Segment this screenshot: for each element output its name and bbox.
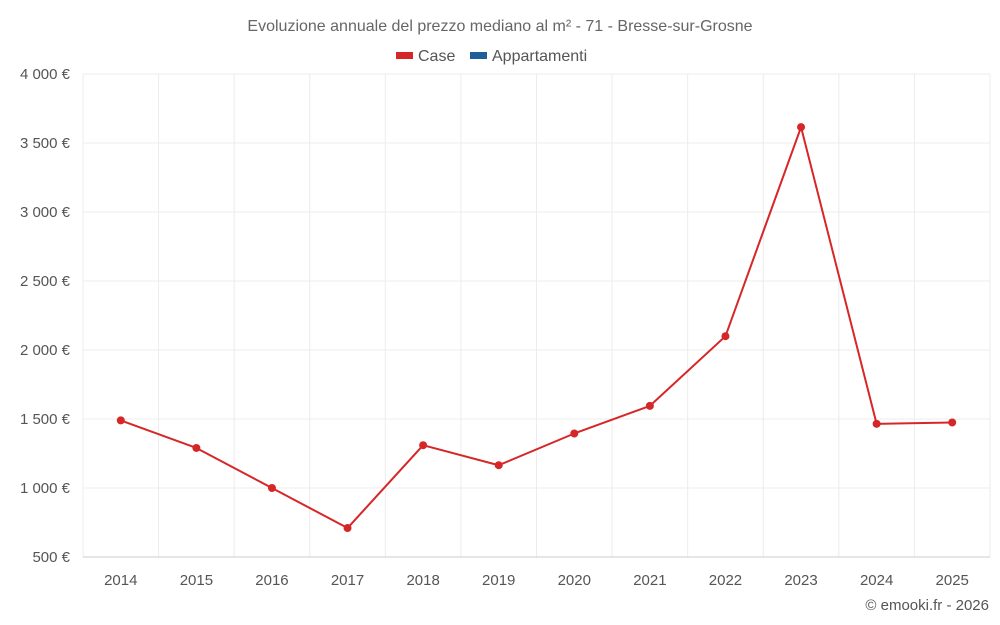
series (116, 123, 957, 533)
data-point-2022[interactable] (721, 332, 730, 341)
data-point-2016[interactable] (267, 484, 276, 492)
x-tick-label-2015: 2015 (180, 572, 213, 589)
y-tick-label: 2 000 € (20, 342, 71, 359)
credit-text: © emooki.fr - 2026 (865, 597, 989, 614)
y-tick-label: 4 000 € (20, 66, 71, 83)
x-tick-label-2023: 2023 (784, 572, 817, 589)
legend-label-case[interactable]: Case (418, 48, 455, 65)
y-tick-label: 1 000 € (20, 480, 71, 497)
data-point-2021[interactable] (645, 401, 654, 410)
y-tick-label: 1 500 € (20, 411, 71, 428)
x-tick-label-2021: 2021 (633, 572, 666, 589)
y-tick-label: 2 500 € (20, 273, 71, 290)
chart-title: Evoluzione annuale del prezzo mediano al… (247, 18, 752, 35)
y-tick-label: 3 000 € (20, 204, 71, 221)
x-tick-label-2019: 2019 (482, 572, 515, 589)
y-tick-label: 500 € (32, 549, 70, 566)
data-point-2025[interactable] (948, 418, 957, 427)
x-tick-label-2025: 2025 (936, 572, 969, 589)
x-tick-label-2020: 2020 (558, 572, 591, 589)
legend: Case Appartamenti (396, 48, 587, 65)
x-tick-label-2017: 2017 (331, 572, 364, 589)
x-tick-label-2016: 2016 (255, 572, 288, 589)
x-tick-label-2022: 2022 (709, 572, 742, 589)
data-point-2014[interactable] (116, 416, 125, 425)
axes: 500 € 1 000 € 1 500 € 2 000 € 2 500 € 3 000 €… (20, 66, 990, 589)
data-point-2019[interactable] (494, 461, 503, 470)
data-point-2020[interactable] (570, 429, 579, 438)
data-point-2015[interactable] (192, 443, 201, 452)
legend-label-appartamenti[interactable]: Appartamenti (492, 48, 587, 65)
legend-swatch-appartamenti[interactable] (470, 52, 487, 59)
grid (82, 73, 991, 558)
x-tick-label-2014: 2014 (104, 572, 137, 589)
x-tick-label-2024: 2024 (860, 572, 893, 589)
data-point-2017[interactable] (343, 524, 352, 533)
data-point-2018[interactable] (419, 441, 428, 450)
series-line-case (120, 126, 953, 530)
data-point-2024[interactable] (872, 419, 881, 428)
data-point-2023[interactable] (797, 123, 806, 132)
x-tick-label-2018: 2018 (406, 572, 439, 589)
legend-swatch-case[interactable] (396, 52, 413, 59)
y-tick-label: 3 500 € (20, 135, 71, 152)
